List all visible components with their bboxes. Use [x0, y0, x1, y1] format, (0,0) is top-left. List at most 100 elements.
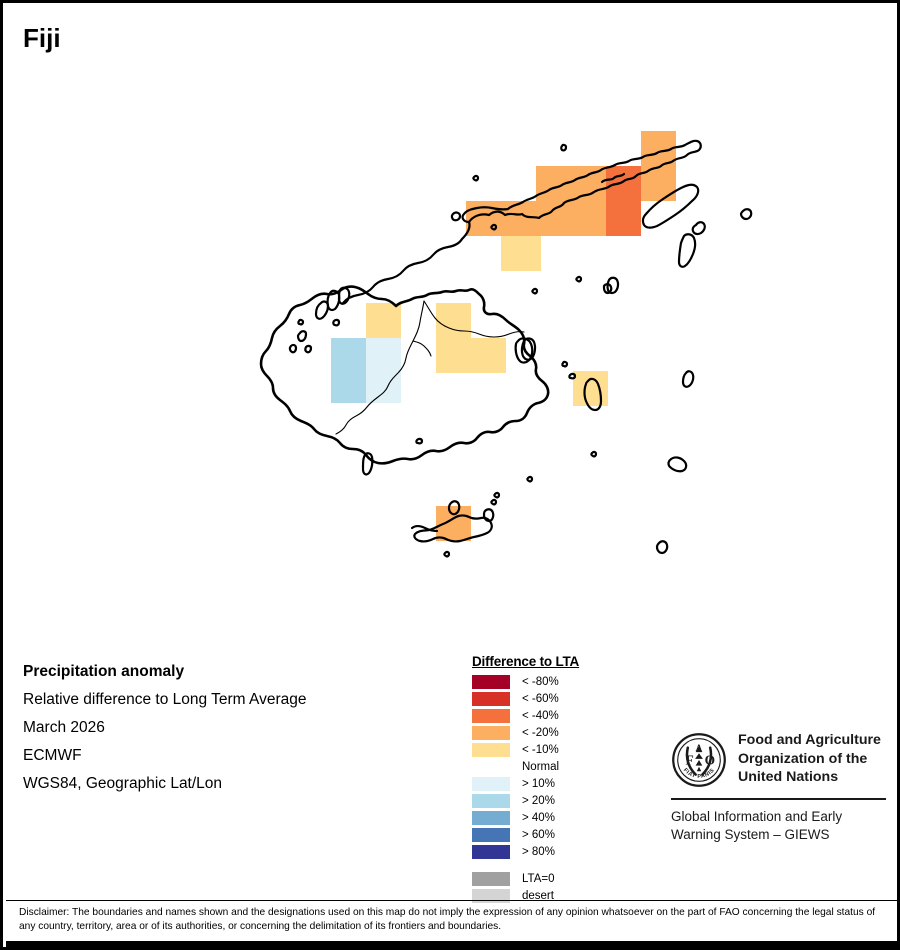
coastline-kadavu-west: [410, 525, 439, 533]
coastline-yasawa-5: [288, 343, 298, 354]
coastline-islet-a: [606, 276, 620, 295]
coastline-lau-7: [531, 287, 539, 295]
legend-label: > 60%: [522, 828, 555, 841]
svg-text:A: A: [696, 743, 703, 753]
coastline-lau-11: [443, 550, 451, 558]
coastline-lau-5: [561, 360, 569, 368]
coastline-lau-2: [655, 540, 669, 555]
coastline-vatulele: [361, 452, 374, 476]
coastline-yasawa-4: [296, 330, 308, 343]
fiji-map: [259, 131, 753, 558]
fao-header: F A O FIAT PANIS Food and Agriculture Or…: [671, 731, 886, 788]
page-title: Fiji: [23, 23, 61, 53]
legend-row: Normal: [472, 758, 642, 775]
coastline-qamea: [691, 221, 706, 236]
coastline-beqa: [447, 500, 461, 516]
legend-row: > 20%: [472, 792, 642, 809]
coastline-yasawa-3: [337, 286, 351, 305]
fao-divider: [671, 798, 886, 800]
info-line-projection: WGS84, Geographic Lat/Lon: [23, 775, 223, 792]
coastline-rabi: [739, 208, 753, 221]
coastline-lau-9: [681, 370, 695, 388]
disclaimer-divider: [6, 900, 897, 901]
legend-row: > 80%: [472, 843, 642, 860]
coastline-kadavu: [413, 514, 493, 543]
boundary-viti-levu-interior: [335, 300, 425, 435]
coastline-yasawa-7: [332, 318, 341, 327]
legend-swatch: [472, 844, 510, 859]
coastline-islet-south: [415, 437, 424, 445]
fao-name-line: Food and Agriculture: [738, 732, 881, 748]
legend-label: > 40%: [522, 811, 555, 824]
svg-text:F: F: [686, 752, 694, 767]
fao-logo-icon: F A O FIAT PANIS: [672, 733, 726, 787]
legend-row: > 10%: [472, 775, 642, 792]
coastline-kadavu-islet-3: [493, 491, 501, 499]
legend: Difference to LTA < -80% < -60% < -40% <…: [472, 654, 642, 904]
coastline-yasawa-2: [314, 300, 330, 320]
legend-label: < -40%: [522, 709, 559, 722]
legend-swatch: [472, 793, 510, 808]
legend-swatch: [472, 888, 510, 903]
coastline-islet-b: [560, 143, 568, 152]
info-line-title: Precipitation anomaly: [23, 663, 185, 680]
legend-swatch: [472, 827, 510, 842]
coastlines: [259, 139, 753, 558]
grid-cell: [366, 338, 401, 403]
coastline-yasawa-8: [297, 318, 305, 326]
legend-row-desert: desert: [472, 887, 642, 904]
coastline-islet-d: [450, 211, 462, 222]
fao-name-line: Organization of the: [738, 750, 868, 767]
legend-row-lta-zero: LTA=0: [472, 870, 642, 887]
svg-text:O: O: [705, 752, 715, 767]
coastline-lau-10: [575, 275, 583, 283]
fao-branding: F A O FIAT PANIS Food and Agriculture Or…: [671, 731, 886, 844]
coastline-lau-1: [667, 456, 688, 473]
coastline-ovalau: [514, 337, 534, 364]
legend-swatch: [472, 742, 510, 757]
legend-label: desert: [522, 889, 554, 902]
legend-label: > 10%: [522, 777, 555, 790]
legend-label: < -20%: [522, 726, 559, 739]
coastline-lau-6: [590, 450, 598, 458]
coastline-islet-e: [490, 223, 498, 231]
disclaimer-text: Disclaimer: The boundaries and names sho…: [19, 907, 876, 932]
legend-row: < -60%: [472, 690, 642, 707]
legend-swatch: [472, 708, 510, 723]
legend-swatch: [472, 725, 510, 740]
coastline-yasawa-6: [304, 344, 313, 354]
legend-spacer: [472, 860, 642, 870]
grid-cell: [501, 236, 541, 271]
grid-cell: [366, 303, 401, 338]
grid-cell: [471, 338, 506, 373]
coastline-lau-3: [602, 283, 613, 295]
legend-row: > 40%: [472, 809, 642, 826]
coastline-taveuni: [641, 183, 700, 229]
info-line-source: ECMWF: [23, 747, 82, 764]
giews-subtitle-line: Global Information and Early: [671, 809, 843, 824]
legend-label: LTA=0: [522, 872, 555, 885]
info-line-description: Relative difference to Long Term Average: [23, 691, 307, 708]
info-line-period: March 2026: [23, 719, 105, 736]
coastline-vanua-levu: [461, 139, 702, 224]
legend-swatch: [472, 760, 510, 774]
boundary-viti-levu-interior-2: [423, 300, 525, 338]
coastline-vanua-levu-ne-detail: [600, 172, 626, 184]
bottom-bar: [6, 941, 897, 947]
grid-cell: [536, 201, 606, 236]
fao-name: Food and Agriculture Organization of the…: [738, 731, 881, 787]
fao-name-line: United Nations: [738, 769, 839, 785]
coastline-viti-levu: [259, 285, 550, 465]
legend-label: > 80%: [522, 845, 555, 858]
legend-swatch: [472, 871, 510, 886]
boundary-viti-levu-interior-3: [412, 340, 432, 357]
legend-label: > 20%: [522, 794, 555, 807]
legend-label: < -10%: [522, 743, 559, 756]
legend-label: < -80%: [522, 675, 559, 688]
coastline-koro-ne: [677, 233, 697, 268]
map-info-block: Precipitation anomaly Relative differenc…: [23, 658, 443, 798]
grid-cell: [331, 338, 366, 403]
coastline-lau-4: [568, 372, 577, 380]
grid-cell: [436, 303, 471, 373]
